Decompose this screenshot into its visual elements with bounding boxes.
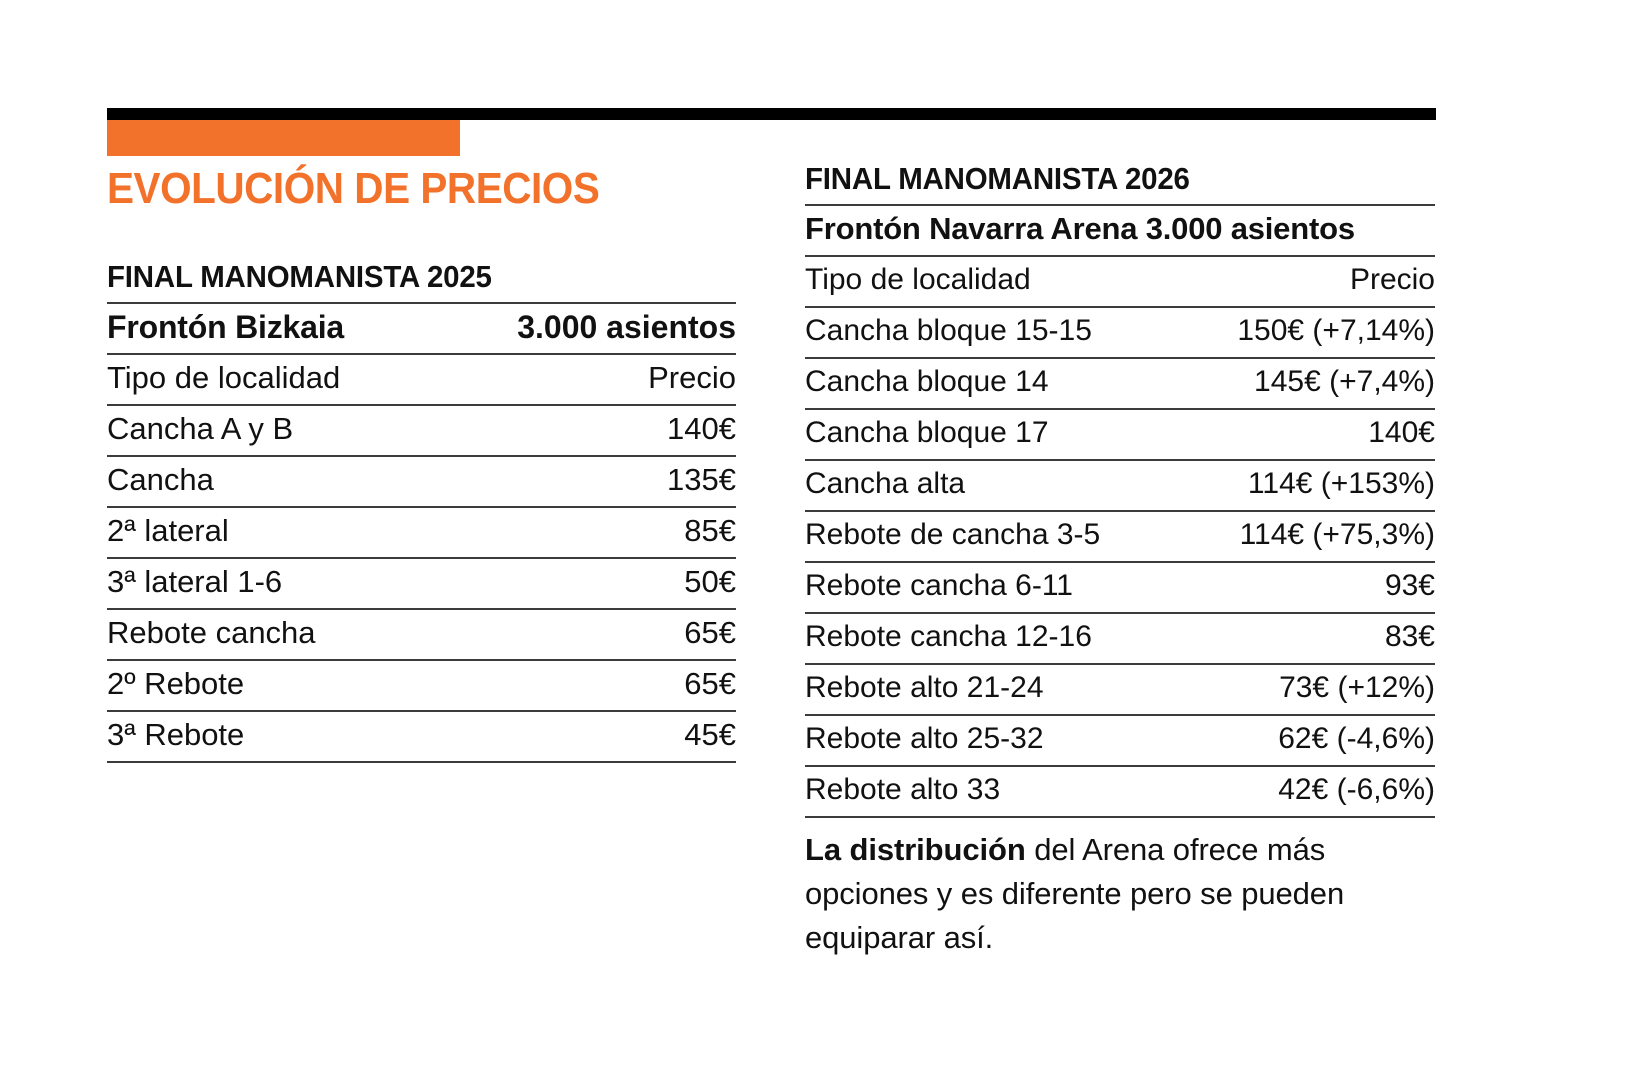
header-row-2025: Tipo de localidad Precio bbox=[107, 354, 736, 405]
table-row: Cancha bloque 14 145€ (+7,4%) bbox=[805, 358, 1435, 409]
price-table-2025-body: Frontón Bizkaia 3.000 asientos Tipo de l… bbox=[107, 303, 736, 762]
row-type: 2º Rebote bbox=[107, 666, 245, 701]
row-price: 93€ bbox=[1384, 569, 1435, 602]
row-type: Cancha bloque 17 bbox=[805, 416, 1049, 449]
row-price: 83€ bbox=[1384, 620, 1435, 653]
table-row: Rebote cancha 6-11 93€ bbox=[805, 562, 1435, 613]
top-black-rule bbox=[107, 108, 1436, 120]
row-price: 140€ bbox=[1368, 416, 1435, 449]
venue-name-2026: Frontón Navarra Arena 3.000 asientos bbox=[805, 211, 1355, 246]
price-table-2026-body: Frontón Navarra Arena 3.000 asientos Tip… bbox=[805, 205, 1435, 817]
venue-row-2025: Frontón Bizkaia 3.000 asientos bbox=[107, 303, 736, 354]
row-type: 3ª Rebote bbox=[107, 717, 245, 752]
section-title-2026: FINAL MANOMANISTA 2026 bbox=[805, 161, 1190, 196]
table-row: 3ª Rebote 45€ bbox=[107, 711, 736, 762]
table-row: Cancha alta 114€ (+153%) bbox=[805, 460, 1435, 511]
table-row: Cancha bloque 15-15 150€ (+7,14%) bbox=[805, 307, 1435, 358]
table-row: Cancha A y B 140€ bbox=[107, 405, 736, 456]
row-type: Rebote de cancha 3-5 bbox=[805, 518, 1101, 551]
column-header-price-2026: Precio bbox=[1349, 263, 1435, 296]
orange-accent-block bbox=[107, 120, 460, 156]
table-row: 2º Rebote 65€ bbox=[107, 660, 736, 711]
column-header-type-2026: Tipo de localidad bbox=[805, 263, 1031, 296]
table-row: 2ª lateral 85€ bbox=[107, 507, 736, 558]
row-type: Rebote alto 25-32 bbox=[805, 722, 1044, 755]
row-price: 150€ (+7,14%) bbox=[1237, 314, 1435, 347]
row-type: Rebote cancha 6-11 bbox=[805, 569, 1073, 602]
row-type: Rebote cancha bbox=[107, 615, 316, 650]
row-type: Cancha alta bbox=[805, 467, 966, 500]
table-row: Rebote alto 33 42€ (-6,6%) bbox=[805, 766, 1435, 817]
venue-capacity-2025: 3.000 asientos bbox=[517, 309, 736, 345]
footnote-lead: La distribución bbox=[805, 832, 1026, 867]
venue-row-2026: Frontón Navarra Arena 3.000 asientos bbox=[805, 205, 1435, 256]
row-type: Cancha bbox=[107, 462, 214, 497]
row-price: 62€ (-4,6%) bbox=[1278, 722, 1435, 755]
table-row: Rebote alto 21-24 73€ (+12%) bbox=[805, 664, 1435, 715]
row-price: 114€ (+153%) bbox=[1247, 467, 1435, 500]
table-row: Rebote cancha 12-16 83€ bbox=[805, 613, 1435, 664]
row-type: Rebote cancha 12-16 bbox=[805, 620, 1092, 653]
panel-2026: FINAL MANOMANISTA 2026 Frontón Navarra A… bbox=[805, 160, 1435, 960]
row-price: 45€ bbox=[684, 717, 736, 752]
row-price: 73€ (+12%) bbox=[1279, 671, 1435, 704]
row-price: 140€ bbox=[667, 411, 736, 446]
row-type: Cancha bloque 15-15 bbox=[805, 314, 1092, 347]
venue-name-2025: Frontón Bizkaia bbox=[107, 309, 345, 345]
row-type: 3ª lateral 1-6 bbox=[107, 564, 283, 599]
section-title-2025: FINAL MANOMANISTA 2025 bbox=[107, 259, 492, 294]
column-header-price-2025: Precio bbox=[648, 360, 736, 395]
header-row-2026: Tipo de localidad Precio bbox=[805, 256, 1435, 307]
row-price: 50€ bbox=[684, 564, 736, 599]
row-type: Rebote alto 33 bbox=[805, 773, 1001, 806]
row-price: 65€ bbox=[684, 615, 736, 650]
row-price: 42€ (-6,6%) bbox=[1278, 773, 1435, 806]
table-row: Rebote cancha 65€ bbox=[107, 609, 736, 660]
row-price: 145€ (+7,4%) bbox=[1254, 365, 1435, 398]
footnote: La distribución del Arena ofrece más opc… bbox=[805, 828, 1435, 960]
row-type: Cancha A y B bbox=[107, 411, 294, 446]
table-row: Cancha 135€ bbox=[107, 456, 736, 507]
row-price: 65€ bbox=[684, 666, 736, 701]
row-type: Cancha bloque 14 bbox=[805, 365, 1049, 398]
price-table-2025: Frontón Bizkaia 3.000 asientos Tipo de l… bbox=[107, 302, 736, 763]
column-header-type-2025: Tipo de localidad bbox=[107, 360, 341, 395]
row-type: 2ª lateral bbox=[107, 513, 229, 548]
panel-2025: FINAL MANOMANISTA 2025 Frontón Bizkaia 3… bbox=[107, 258, 736, 763]
row-type: Rebote alto 21-24 bbox=[805, 671, 1044, 704]
row-price: 135€ bbox=[667, 462, 736, 497]
table-row: 3ª lateral 1-6 50€ bbox=[107, 558, 736, 609]
row-price: 85€ bbox=[684, 513, 736, 548]
page-title: EVOLUCIÓN DE PRECIOS bbox=[107, 164, 600, 213]
table-row: Rebote alto 25-32 62€ (-4,6%) bbox=[805, 715, 1435, 766]
price-table-2026: Frontón Navarra Arena 3.000 asientos Tip… bbox=[805, 204, 1435, 818]
row-price: 114€ (+75,3%) bbox=[1239, 518, 1435, 551]
footnote-rest: del Arena ofrece más opciones y es difer… bbox=[805, 832, 1345, 955]
table-row: Rebote de cancha 3-5 114€ (+75,3%) bbox=[805, 511, 1435, 562]
table-row: Cancha bloque 17 140€ bbox=[805, 409, 1435, 460]
